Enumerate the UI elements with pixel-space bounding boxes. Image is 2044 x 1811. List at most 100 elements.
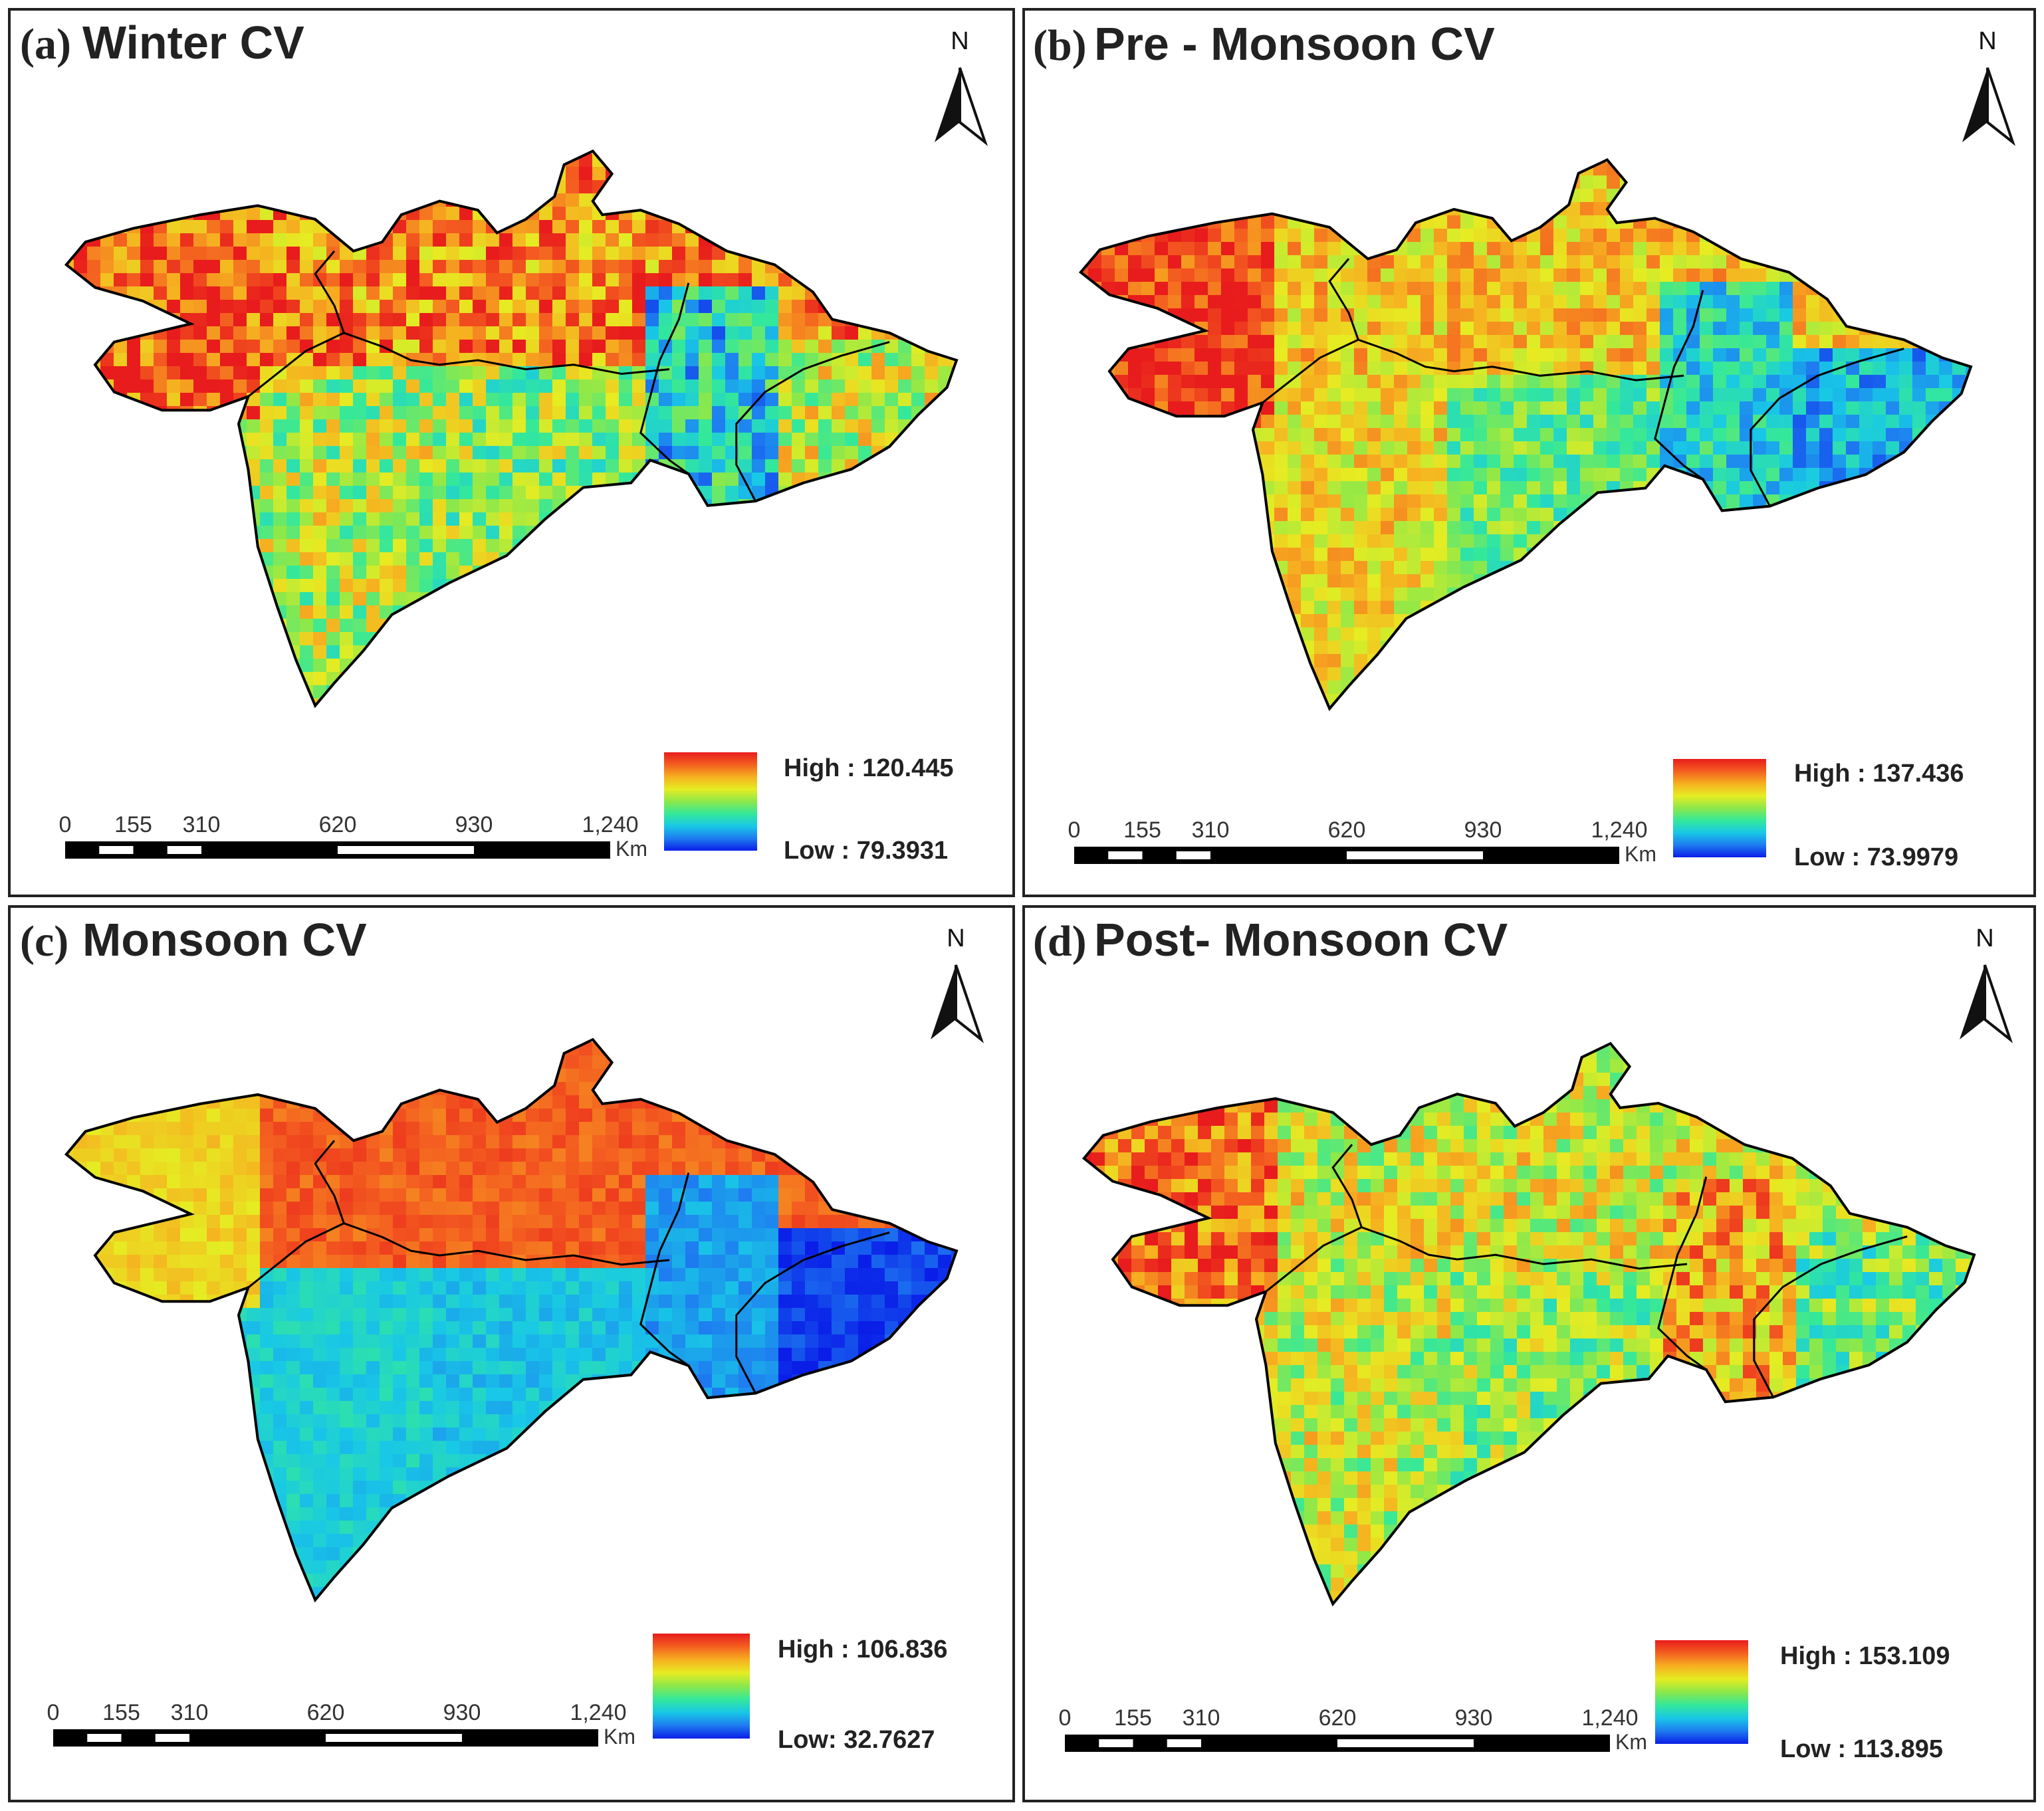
- raster-cell: [885, 473, 899, 486]
- raster-cell: [326, 566, 340, 580]
- raster-cell: [1979, 348, 1993, 362]
- raster-cell: [725, 154, 739, 167]
- raster-cell: [1168, 189, 1182, 203]
- raster-cell: [938, 725, 952, 739]
- raster-cell: [1819, 175, 1833, 189]
- raster-cell: [1607, 229, 1621, 243]
- raster-cell: [1833, 375, 1847, 389]
- raster-cell: [180, 154, 194, 167]
- raster-cell: [1819, 348, 1833, 362]
- raster-cell: [911, 645, 925, 659]
- raster-cell: [725, 300, 739, 314]
- raster-cell: [579, 167, 593, 181]
- raster-cell: [393, 247, 407, 261]
- raster-cell: [579, 433, 593, 447]
- raster-cell: [792, 725, 806, 739]
- raster-cell: [1460, 335, 1474, 349]
- raster-cell: [473, 632, 487, 646]
- raster-cell: [871, 220, 885, 234]
- raster-cell: [1062, 229, 1076, 243]
- raster-cell: [459, 632, 473, 646]
- raster-cell: [300, 446, 314, 460]
- raster-cell: [778, 632, 792, 646]
- raster-cell: [978, 552, 992, 566]
- raster-cell: [659, 486, 673, 500]
- raster-cell: [1766, 481, 1780, 495]
- raster-cell: [606, 512, 620, 526]
- raster-cell: [1793, 242, 1807, 256]
- raster-cell: [858, 393, 872, 407]
- raster-cell: [393, 379, 407, 393]
- raster-cell: [220, 167, 234, 181]
- raster-cell: [752, 685, 766, 699]
- raster-cell: [66, 273, 74, 287]
- raster-cell: [127, 619, 141, 633]
- raster-cell: [619, 433, 633, 447]
- raster-cell: [140, 340, 154, 354]
- raster-cell: [1540, 348, 1554, 362]
- raster-cell: [1620, 455, 1634, 469]
- raster-cell: [1181, 401, 1195, 415]
- raster-cell: [606, 326, 620, 340]
- raster-cell: [47, 712, 61, 726]
- raster-cell: [1168, 428, 1182, 442]
- raster-cell: [526, 473, 540, 486]
- raster-cell: [100, 566, 114, 580]
- raster-cell: [1593, 295, 1607, 309]
- raster-cell: [1434, 308, 1448, 322]
- raster-cell: [978, 512, 992, 526]
- raster-cell: [247, 406, 261, 420]
- raster-cell: [632, 552, 646, 566]
- raster-cell: [1846, 202, 1860, 216]
- raster-cell: [419, 379, 433, 393]
- raster-cell: [459, 526, 473, 540]
- raster-cell: [1633, 255, 1647, 269]
- raster-cell: [592, 672, 606, 686]
- raster-cell: [233, 366, 247, 380]
- raster-cell: [419, 579, 433, 593]
- raster-cell: [526, 180, 540, 194]
- raster-cell: [1527, 362, 1541, 375]
- raster-cell: [925, 619, 939, 633]
- raster-cell: [885, 619, 899, 633]
- raster-cell: [885, 180, 899, 194]
- raster-cell: [1859, 441, 1873, 455]
- raster-cell: [300, 326, 314, 340]
- raster-cell: [127, 566, 141, 580]
- raster-cell: [566, 247, 580, 261]
- raster-cell: [340, 366, 354, 380]
- raster-cell: [725, 233, 739, 247]
- raster-cell: [938, 326, 952, 340]
- raster-cell: [699, 725, 713, 739]
- raster-cell: [991, 286, 1005, 300]
- raster-cell: [1740, 375, 1754, 389]
- raster-cell: [1593, 401, 1607, 415]
- raster-cell: [1899, 455, 1913, 469]
- raster-cell: [1580, 189, 1594, 203]
- raster-cell: [1912, 468, 1926, 482]
- raster-cell: [1886, 481, 1900, 495]
- raster-cell: [512, 207, 526, 221]
- raster-cell: [1407, 268, 1421, 282]
- raster-cell: [1966, 175, 1971, 189]
- raster-cell: [978, 539, 992, 553]
- raster-cell: [393, 712, 407, 726]
- raster-cell: [592, 512, 606, 526]
- raster-cell: [473, 220, 487, 234]
- raster-cell: [991, 619, 1005, 633]
- raster-cell: [340, 419, 354, 433]
- raster-cell: [220, 220, 234, 234]
- raster-cell: [1793, 468, 1807, 482]
- raster-cell: [459, 645, 473, 659]
- raster-cell: [1301, 242, 1315, 256]
- raster-cell: [1633, 202, 1647, 216]
- raster-cell: [526, 193, 540, 207]
- raster-cell: [712, 712, 726, 726]
- raster-cell: [433, 446, 447, 460]
- raster-cell: [539, 659, 553, 673]
- raster-cell: [260, 273, 274, 287]
- raster-cell: [645, 579, 659, 593]
- raster-cell: [1101, 335, 1115, 349]
- raster-cell: [1726, 348, 1740, 362]
- raster-cell: [1713, 481, 1727, 495]
